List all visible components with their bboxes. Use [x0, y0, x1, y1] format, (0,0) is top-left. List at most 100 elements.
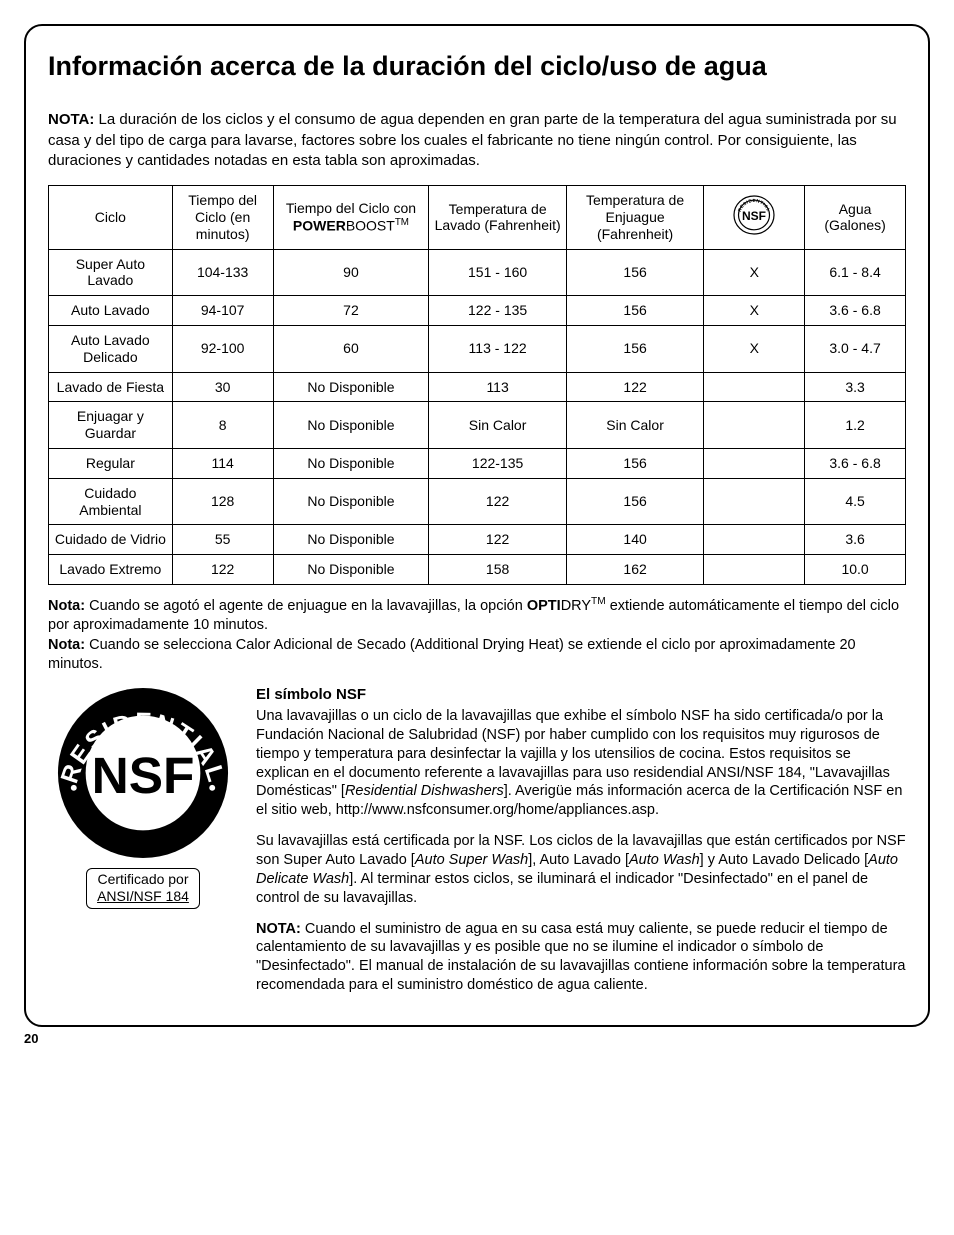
- th-agua: Agua (Galones): [805, 186, 906, 249]
- cell-lavado: 122: [429, 525, 566, 555]
- cell-enjuague: 156: [566, 448, 703, 478]
- th-tiempo: Tiempo del Ciclo (en minutos): [172, 186, 273, 249]
- cell-agua: 10.0: [805, 555, 906, 585]
- cell-agua: 4.5: [805, 478, 906, 525]
- cell-enjuague: 140: [566, 525, 703, 555]
- cell-ciclo: Auto Lavado Delicado: [49, 325, 173, 372]
- table-row: Auto Lavado Delicado92-10060113 - 122156…: [49, 325, 906, 372]
- page-title: Información acerca de la duración del ci…: [48, 50, 906, 82]
- table-row: Lavado Extremo122No Disponible158162 10.0: [49, 555, 906, 585]
- cell-enjuague: 156: [566, 478, 703, 525]
- cell-lavado: 122: [429, 478, 566, 525]
- cell-tiempo: 94-107: [172, 296, 273, 326]
- th-lavado: Temperatura de Lavado (Fahrenheit): [429, 186, 566, 249]
- cell-ciclo: Auto Lavado: [49, 296, 173, 326]
- cell-power: No Disponible: [273, 402, 429, 449]
- svg-text:NSF: NSF: [742, 209, 766, 223]
- th-ciclo: Ciclo: [49, 186, 173, 249]
- cell-agua: 3.3: [805, 372, 906, 402]
- cell-lavado: 158: [429, 555, 566, 585]
- cell-ciclo: Cuidado de Vidrio: [49, 525, 173, 555]
- page-number: 20: [24, 1031, 930, 1046]
- cell-enjuague: 122: [566, 372, 703, 402]
- cell-tiempo: 128: [172, 478, 273, 525]
- cert-box: Certificado por ANSI/NSF 184: [86, 868, 200, 909]
- cell-agua: 3.0 - 4.7: [805, 325, 906, 372]
- cell-power: 90: [273, 249, 429, 296]
- cell-agua: 3.6: [805, 525, 906, 555]
- cell-power: No Disponible: [273, 478, 429, 525]
- cell-ciclo: Super Auto Lavado: [49, 249, 173, 296]
- cell-power: No Disponible: [273, 525, 429, 555]
- cell-ciclo: Lavado de Fiesta: [49, 372, 173, 402]
- nsf-heading: El símbolo NSF: [256, 686, 906, 703]
- nsf-para-1: Una lavavajillas o un ciclo de la lavava…: [256, 707, 906, 820]
- intro-note: NOTA: La duración de los ciclos y el con…: [48, 110, 906, 171]
- cell-ciclo: Regular: [49, 448, 173, 478]
- th-nsf-icon: NSF RESIDENTIAL: [704, 186, 805, 249]
- th-powerboost: Tiempo del Ciclo con POWERBOOSTTM: [273, 186, 429, 249]
- note-2: Nota: Cuando se selecciona Calor Adicion…: [48, 636, 906, 674]
- cell-nsf: [704, 478, 805, 525]
- nsf-large-icon: NSF RESIDENTIAL: [54, 684, 232, 862]
- cell-lavado: 151 - 160: [429, 249, 566, 296]
- intro-text: La duración de los ciclos y el consumo d…: [48, 111, 897, 169]
- cell-ciclo: Enjuagar y Guardar: [49, 402, 173, 449]
- intro-label: NOTA:: [48, 111, 94, 128]
- note-1: Nota: Cuando se agotó el agente de enjua…: [48, 595, 906, 635]
- cell-nsf: X: [704, 296, 805, 326]
- cell-ciclo: Lavado Extremo: [49, 555, 173, 585]
- cycle-table: Ciclo Tiempo del Ciclo (en minutos) Tiem…: [48, 185, 906, 585]
- cell-agua: 3.6 - 6.8: [805, 296, 906, 326]
- cell-power: No Disponible: [273, 448, 429, 478]
- cell-lavado: 122 - 135: [429, 296, 566, 326]
- th-enjuague: Temperatura de Enjuague (Fahrenheit): [566, 186, 703, 249]
- table-row: Regular114No Disponible122-135156 3.6 - 6…: [49, 448, 906, 478]
- cell-agua: 3.6 - 6.8: [805, 448, 906, 478]
- cell-tiempo: 92-100: [172, 325, 273, 372]
- cell-ciclo: Cuidado Ambiental: [49, 478, 173, 525]
- cell-nsf: [704, 372, 805, 402]
- cell-nsf: [704, 555, 805, 585]
- nsf-mini-icon: NSF RESIDENTIAL: [732, 194, 776, 236]
- cell-agua: 1.2: [805, 402, 906, 449]
- cell-lavado: 122-135: [429, 448, 566, 478]
- cell-nsf: [704, 525, 805, 555]
- table-row: Super Auto Lavado104-13390151 - 160156X6…: [49, 249, 906, 296]
- nsf-para-3: NOTA: Cuando el suministro de agua en su…: [256, 920, 906, 995]
- cell-nsf: X: [704, 249, 805, 296]
- cell-lavado: 113: [429, 372, 566, 402]
- cell-power: No Disponible: [273, 372, 429, 402]
- cell-nsf: X: [704, 325, 805, 372]
- cell-lavado: 113 - 122: [429, 325, 566, 372]
- cell-enjuague: 162: [566, 555, 703, 585]
- cell-enjuague: Sin Calor: [566, 402, 703, 449]
- cell-tiempo: 55: [172, 525, 273, 555]
- nsf-section: NSF RESIDENTIAL Certificado por ANSI/NSF…: [48, 684, 906, 1007]
- cell-power: 72: [273, 296, 429, 326]
- cell-tiempo: 114: [172, 448, 273, 478]
- svg-text:NSF: NSF: [92, 746, 195, 804]
- cell-nsf: [704, 402, 805, 449]
- cell-power: 60: [273, 325, 429, 372]
- cell-lavado: Sin Calor: [429, 402, 566, 449]
- cell-tiempo: 122: [172, 555, 273, 585]
- cell-enjuague: 156: [566, 296, 703, 326]
- cell-enjuague: 156: [566, 325, 703, 372]
- table-header-row: Ciclo Tiempo del Ciclo (en minutos) Tiem…: [49, 186, 906, 249]
- cell-tiempo: 104-133: [172, 249, 273, 296]
- table-row: Cuidado Ambiental128No Disponible122156 4…: [49, 478, 906, 525]
- cell-power: No Disponible: [273, 555, 429, 585]
- table-row: Auto Lavado94-10772122 - 135156X3.6 - 6.…: [49, 296, 906, 326]
- cell-tiempo: 8: [172, 402, 273, 449]
- table-row: Lavado de Fiesta30No Disponible113122 3.3: [49, 372, 906, 402]
- page-frame: Información acerca de la duración del ci…: [24, 24, 930, 1027]
- cell-tiempo: 30: [172, 372, 273, 402]
- table-row: Enjuagar y Guardar8No DisponibleSin Calo…: [49, 402, 906, 449]
- cell-nsf: [704, 448, 805, 478]
- nsf-para-2: Su lavavajillas está certificada por la …: [256, 832, 906, 907]
- table-row: Cuidado de Vidrio55No Disponible122140 3.…: [49, 525, 906, 555]
- cell-enjuague: 156: [566, 249, 703, 296]
- cell-agua: 6.1 - 8.4: [805, 249, 906, 296]
- nsf-text-column: El símbolo NSF Una lavavajillas o un cic…: [256, 684, 906, 1007]
